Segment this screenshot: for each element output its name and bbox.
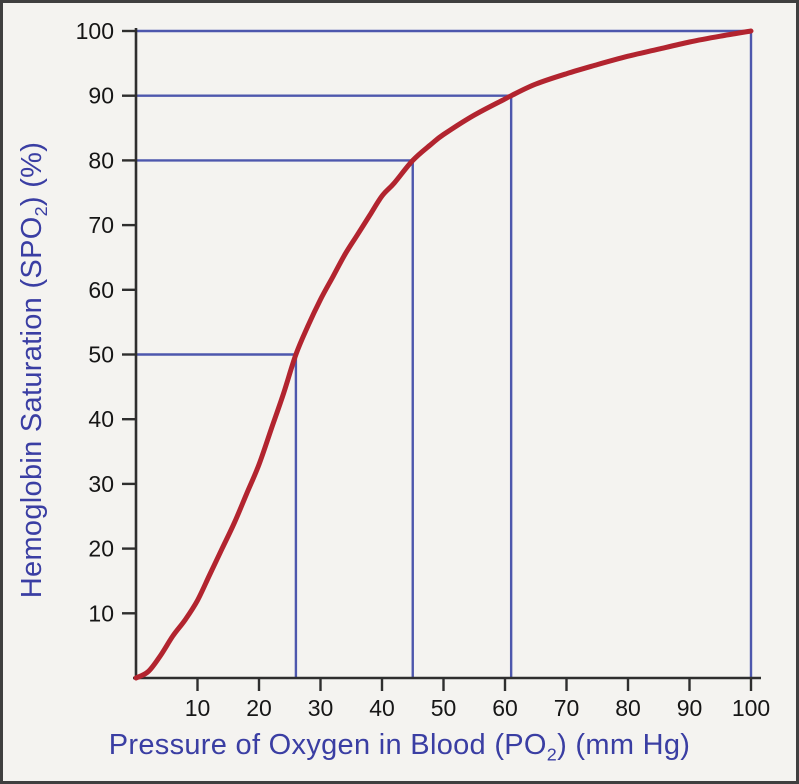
x-tick-label: 100 bbox=[732, 695, 770, 721]
y-tick-label: 20 bbox=[88, 536, 114, 562]
reference-lines bbox=[136, 29, 753, 678]
x-axis-title-suffix: ) (mm Hg) bbox=[557, 729, 691, 761]
y-tick-label: 50 bbox=[88, 342, 114, 368]
x-tick-label: 30 bbox=[308, 695, 334, 721]
dissociation-curve bbox=[133, 28, 754, 681]
x-tick-label: 70 bbox=[554, 695, 580, 721]
x-axis-title-subscript: 2 bbox=[546, 744, 558, 765]
x-tick-label: 20 bbox=[246, 695, 272, 721]
y-tick-label: 60 bbox=[88, 277, 114, 303]
x-tick-label: 80 bbox=[615, 695, 641, 721]
y-axis-title-subscript: 2 bbox=[31, 206, 52, 217]
y-axis-title-suffix: ) (%) bbox=[15, 141, 48, 207]
y-tick-label: 40 bbox=[88, 406, 114, 432]
x-axis-title: Pressure of Oxygen in Blood (PO2) (mm Hg… bbox=[3, 729, 796, 765]
y-tick-label: 70 bbox=[88, 212, 114, 238]
x-tick-label: 60 bbox=[492, 695, 518, 721]
tick-marks bbox=[122, 29, 753, 691]
y-tick-label: 90 bbox=[88, 83, 114, 109]
x-tick-label: 90 bbox=[677, 695, 703, 721]
y-axis-title: Hemoglobin Saturation (SPO2) (%) bbox=[16, 142, 52, 598]
y-tick-label: 100 bbox=[76, 18, 114, 44]
tick-labels: 10 20 30 40 50 60 70 80 90 100 10 20 30 40 50 60 70 80 90 1… bbox=[76, 18, 771, 721]
y-axis-title-text: Hemoglobin Saturation (SPO bbox=[15, 216, 48, 599]
curve-path bbox=[133, 28, 754, 681]
x-axis-title-text: Pressure of Oxygen in Blood (PO bbox=[108, 729, 547, 761]
x-tick-label: 10 bbox=[185, 695, 211, 721]
y-tick-label: 80 bbox=[88, 147, 114, 173]
y-tick-label: 30 bbox=[88, 471, 114, 497]
y-tick-label: 10 bbox=[88, 600, 114, 626]
x-tick-label: 50 bbox=[431, 695, 457, 721]
x-tick-label: 40 bbox=[369, 695, 395, 721]
chart-plot: 10 20 30 40 50 60 70 80 90 100 10 20 30 40 50 60 70 80 90 1… bbox=[76, 18, 771, 721]
